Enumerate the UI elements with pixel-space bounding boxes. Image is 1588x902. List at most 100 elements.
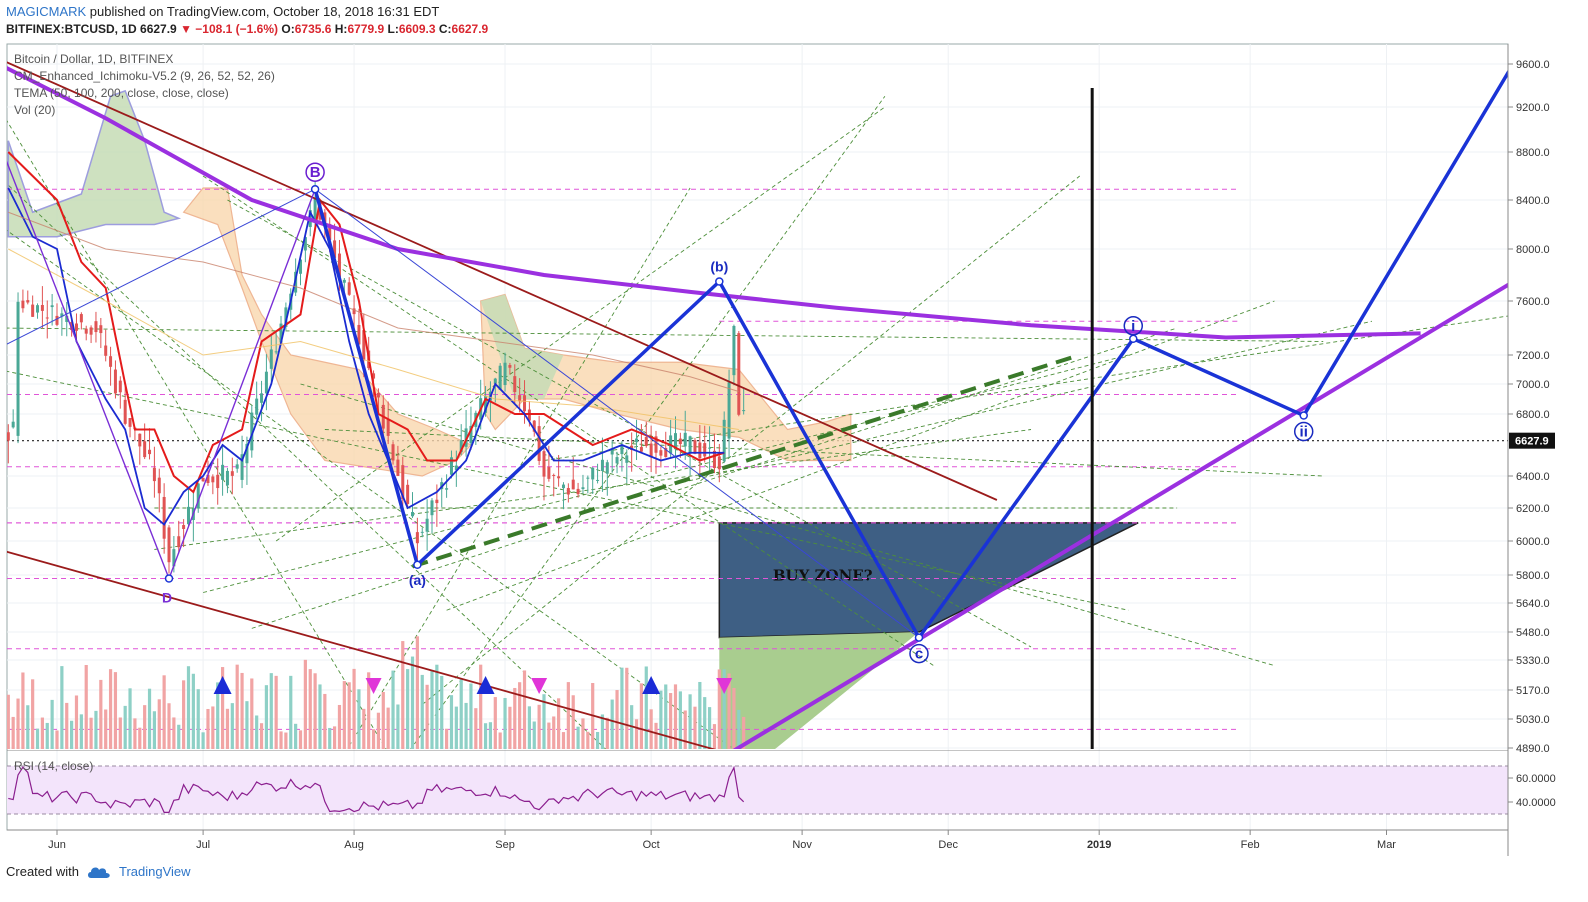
volume-bar: [649, 709, 653, 749]
y-tick-label: 6400.0: [1516, 471, 1550, 483]
candle-body: [688, 436, 692, 454]
candle-body: [143, 441, 147, 458]
last-price: 6627.9: [140, 22, 177, 36]
candle-body: [591, 467, 595, 480]
volume-bar: [172, 717, 176, 749]
wave-point: [914, 633, 924, 642]
candle-body: [391, 444, 395, 461]
candle-body: [610, 449, 614, 455]
candle-body: [712, 450, 716, 469]
volume-bar: [425, 684, 429, 749]
candle-body: [649, 443, 653, 458]
open-value: 6735.6: [294, 22, 332, 36]
volume-bar: [625, 667, 629, 749]
volume-bar: [74, 695, 79, 749]
wave-label-circle: [305, 162, 325, 182]
volume-bar: [742, 716, 746, 749]
rsi-pane[interactable]: [7, 750, 1508, 815]
volume-bar: [313, 673, 317, 749]
volume-bar: [133, 718, 137, 749]
candle-body: [79, 314, 83, 323]
volume-bar: [55, 730, 59, 749]
candle-body: [157, 477, 161, 494]
volume-bar: [561, 732, 566, 749]
volume-bar: [128, 688, 132, 749]
candle-body: [644, 437, 648, 446]
wave-label-circle: [1123, 316, 1144, 336]
wave-label-circle: [909, 643, 929, 664]
buy-zone-label: BUY ZONE?: [773, 566, 873, 584]
volume-bar: [35, 728, 40, 749]
green-dashed-trend: [411, 353, 1081, 569]
candle-body: [498, 365, 502, 390]
volume-bar: [50, 699, 54, 749]
volume-bar: [445, 728, 449, 749]
volume-bar: [386, 707, 390, 749]
volume-bar: [678, 691, 682, 749]
y-tick-label: 5800.0: [1516, 570, 1550, 582]
volume-bar: [16, 698, 20, 749]
volume-bar: [191, 673, 195, 749]
volume-bar: [435, 664, 439, 749]
candle-body: [260, 393, 264, 403]
volume-bar: [571, 695, 575, 749]
candle-body: [376, 392, 380, 398]
volume-bar: [664, 684, 668, 749]
author-name[interactable]: MAGICMARK: [6, 4, 87, 19]
candle-body: [722, 419, 726, 462]
volume-bar: [498, 732, 502, 749]
tradingview-logo[interactable]: TradingView: [118, 864, 191, 879]
volume-bar: [717, 669, 721, 749]
price-axis: 9600.0 9200.0 8800.0 8400.0 8000.0 7600.0 7200…: [1507, 44, 1556, 856]
volume-bar: [673, 684, 678, 749]
volume-bar: [259, 723, 264, 749]
volume-bar: [99, 679, 103, 749]
volume-bar: [449, 695, 454, 749]
candle-body: [7, 432, 10, 441]
candle-body: [342, 279, 346, 283]
volume-bar: [610, 699, 614, 749]
candle-body: [123, 399, 127, 424]
candle-body: [508, 365, 512, 368]
candle-body: [683, 432, 687, 447]
volume-bar: [357, 689, 361, 749]
low-value: 6609.3: [398, 22, 436, 36]
candle-body: [36, 305, 40, 313]
volume-bar: [40, 717, 44, 749]
volume-bar: [162, 675, 166, 749]
buy-signal-triangle: [213, 676, 232, 694]
candle-body: [118, 380, 122, 393]
volume-bar: [566, 682, 570, 749]
volume-bar: [576, 726, 580, 749]
volume-bar: [303, 659, 307, 749]
y-tick-label: 5030.0: [1516, 714, 1550, 726]
volume-bar: [21, 672, 25, 749]
y-tick-label: 6200.0: [1516, 503, 1550, 515]
volume-bar: [634, 719, 639, 749]
candle-body: [40, 304, 44, 311]
volume-bar: [328, 727, 332, 749]
y-tick-label: 4890.0: [1516, 743, 1550, 755]
fan-line: [202, 354, 1129, 593]
legend-rsi: RSI (14, close): [14, 759, 93, 773]
wave-label: (a): [409, 572, 426, 588]
volume-bar: [459, 679, 463, 749]
candle-body: [313, 197, 317, 223]
volume-bar: [220, 667, 225, 749]
volume-bar: [274, 675, 278, 749]
volume-bar: [235, 664, 239, 749]
candle-body: [94, 321, 98, 333]
volume-bar: [182, 680, 186, 749]
volume-bar: [284, 732, 288, 749]
volume-bar: [211, 706, 215, 749]
candle-body: [615, 457, 619, 464]
volume-bar: [586, 731, 590, 749]
y-tick-label: 5170.0: [1516, 685, 1550, 697]
candle-body: [225, 470, 229, 486]
candle-body: [659, 450, 663, 456]
candle-body: [347, 282, 351, 295]
fan-line: [324, 429, 1324, 477]
candle-body: [411, 512, 415, 517]
main-pane[interactable]: BUY ZONE?: [0, 48, 1523, 850]
